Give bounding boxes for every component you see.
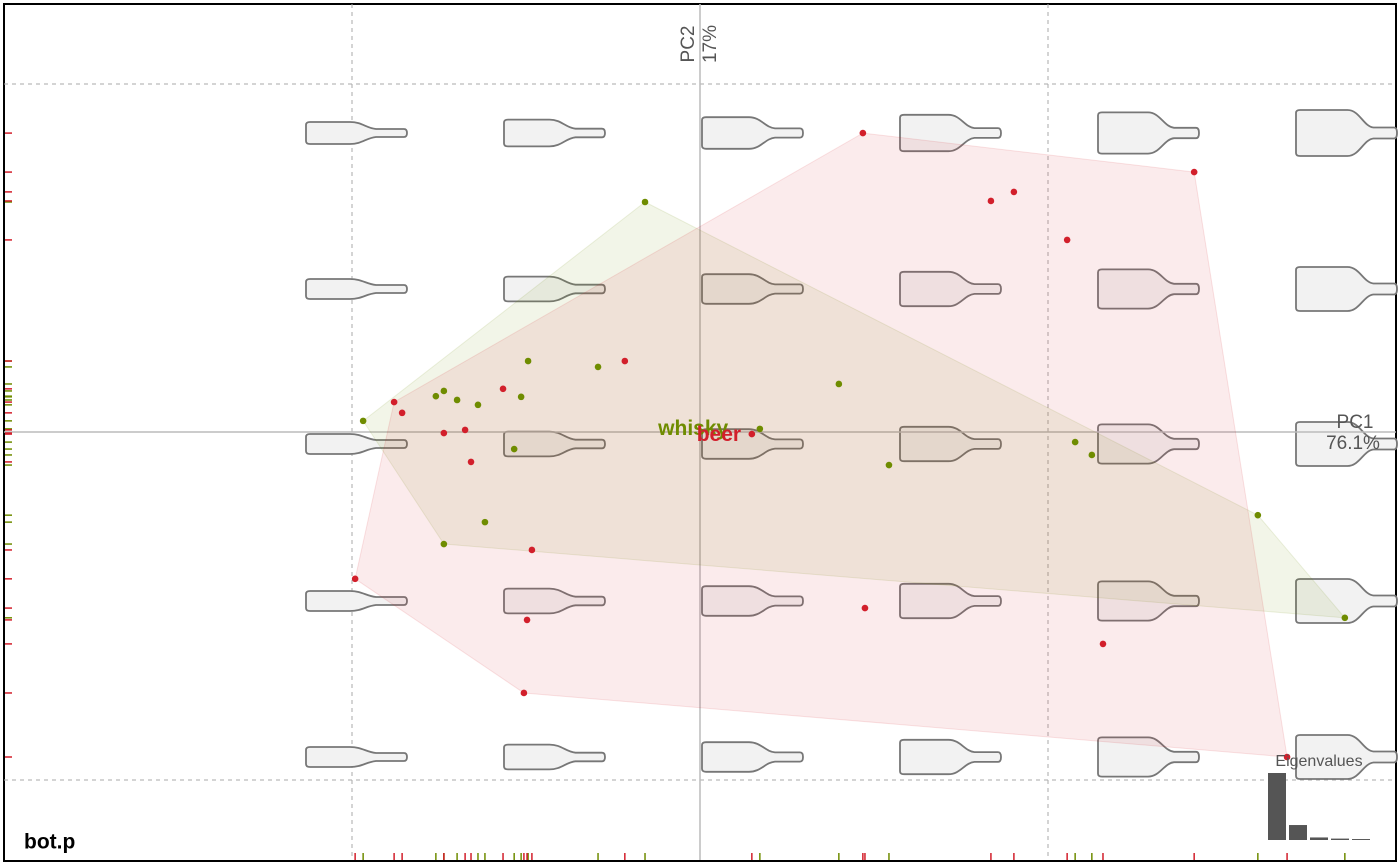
data-point	[641, 198, 649, 206]
data-point	[440, 540, 448, 548]
y-axis-label: PC2	[678, 26, 699, 63]
data-point	[453, 396, 461, 404]
data-point	[359, 417, 367, 425]
bottle-shape	[899, 270, 1002, 308]
data-point	[390, 398, 398, 406]
bottle-shape	[701, 116, 804, 150]
data-point	[351, 575, 359, 583]
data-point	[1063, 236, 1071, 244]
eigen-bar	[1268, 773, 1286, 840]
corner-label: bot.p	[24, 831, 75, 854]
data-point	[524, 357, 532, 365]
bottle-shape	[305, 590, 408, 612]
bottle-shape	[1295, 578, 1398, 624]
data-point	[467, 458, 475, 466]
x-variance: 76.1%	[1326, 433, 1380, 454]
eigenvalues	[1268, 773, 1370, 840]
bottle-shape	[701, 428, 804, 460]
bottle-shape	[305, 433, 408, 455]
data-point	[440, 429, 448, 437]
bottle-shape	[1295, 109, 1398, 157]
bottle-shape	[503, 118, 606, 148]
bottle-shape	[1295, 266, 1398, 312]
bottle-shape	[305, 121, 408, 145]
data-point	[528, 546, 536, 554]
morphospace	[305, 109, 1398, 780]
bottle-shape	[701, 741, 804, 773]
bottle-shape	[305, 278, 408, 300]
data-point	[1099, 640, 1107, 648]
eigen-bar	[1289, 825, 1307, 840]
bottle-shape	[305, 746, 408, 768]
eigen-bar	[1331, 838, 1349, 840]
data-point	[835, 380, 843, 388]
data-point	[1283, 753, 1291, 761]
eigen-bar	[1352, 839, 1370, 840]
x-axis-label: PC1	[1337, 412, 1374, 433]
data-point	[499, 385, 507, 393]
data-point	[520, 689, 528, 697]
bottle-shape	[899, 738, 1002, 776]
data-point	[474, 401, 482, 409]
bottle-shape	[1097, 268, 1200, 310]
data-point	[481, 518, 489, 526]
data-point	[861, 604, 869, 612]
data-point	[523, 616, 531, 624]
data-point	[621, 357, 629, 365]
data-point	[461, 426, 469, 434]
bottle-shape	[1097, 111, 1200, 155]
data-point	[1088, 451, 1096, 459]
data-point	[1010, 188, 1018, 196]
data-point	[885, 461, 893, 469]
rugs	[5, 132, 1346, 860]
data-point	[987, 197, 995, 205]
data-point	[398, 409, 406, 417]
hulls	[354, 132, 1347, 758]
data-point	[594, 363, 602, 371]
data-point	[748, 430, 756, 438]
bottle-shape	[1097, 736, 1200, 778]
data-point	[432, 392, 440, 400]
points	[351, 129, 1349, 761]
bottle-shape	[899, 425, 1002, 463]
bottle-shape	[1097, 423, 1200, 465]
eigen-bar	[1310, 837, 1328, 840]
group-hull	[362, 201, 1347, 619]
data-point	[1254, 511, 1262, 519]
group-label: beer	[697, 423, 741, 446]
bottle-shape	[899, 582, 1002, 620]
bottle-shape	[1295, 734, 1398, 780]
y-variance: 17%	[700, 25, 721, 63]
data-point	[517, 393, 525, 401]
data-point	[859, 129, 867, 137]
data-point	[756, 425, 764, 433]
group-label: whisky	[657, 417, 728, 440]
bottle-shape	[1295, 421, 1398, 467]
bottle-shape	[899, 113, 1002, 153]
data-point	[1341, 614, 1349, 622]
bottle-shape	[701, 273, 804, 305]
data-point	[510, 445, 518, 453]
bottle-shape	[503, 275, 606, 303]
bottle-shape	[701, 585, 804, 617]
bottle-shape	[1097, 580, 1200, 622]
data-point	[1190, 168, 1198, 176]
bottle-shape	[503, 587, 606, 615]
data-point	[1071, 438, 1079, 446]
data-point	[440, 387, 448, 395]
axes	[4, 4, 1396, 860]
eigen-title: Eigenvalues	[1275, 753, 1362, 770]
bottle-shape	[503, 743, 606, 771]
